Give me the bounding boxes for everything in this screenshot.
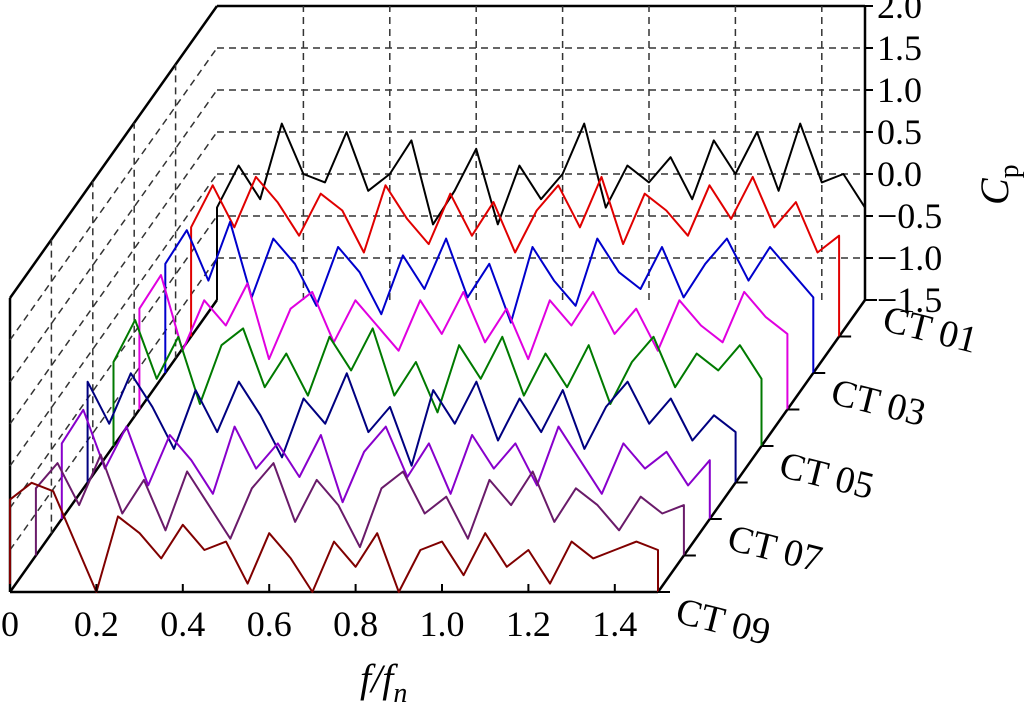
cp-tick-labels: 2.01.51.00.50.0−0.5−1.0−1.5 (865, 0, 942, 320)
series-tick-label: CT 07 (724, 517, 827, 581)
cp-axis-title-subscript: p (994, 164, 1024, 178)
x-tick-label: 1.0 (420, 604, 465, 644)
series-tick-label: CT 03 (827, 371, 930, 435)
frame-left-top (8, 5, 219, 299)
cp-axis-title: Cp (972, 164, 1024, 205)
grid-line-left (9, 47, 218, 341)
cp-tick-label: 2.0 (877, 0, 922, 26)
series-line-ct03 (164, 220, 815, 373)
cp-tick-label: −1.5 (877, 280, 942, 320)
x-tick-label: 0.4 (160, 604, 205, 644)
series-line-ct07 (60, 408, 711, 519)
x-tick-label: 0.2 (74, 604, 119, 644)
cp-tick-label: 1.5 (877, 28, 922, 68)
grid-line-left (9, 89, 218, 383)
x-tick-labels: 0 0.2 0.4 0.6 0.8 1.0 1.2 1.4 (1, 584, 637, 644)
x-tick-label: 1.4 (592, 604, 637, 644)
series-line-ct08 (34, 453, 685, 556)
x-tick-label: 1.2 (506, 604, 551, 644)
x-tick-label: 0 (1, 604, 19, 644)
cp-tick-label: 0.5 (877, 112, 922, 152)
series-tick-label: CT 09 (672, 590, 775, 654)
series-tick-label: CT 01 (879, 298, 982, 362)
series-layer (9, 122, 877, 593)
series-line-ct01 (216, 122, 866, 300)
x-axis-title-subscript: n (393, 678, 407, 708)
series-line-ct02 (190, 175, 841, 337)
cp-tick-label: 0.0 (877, 154, 922, 194)
chart-grid (9, 6, 865, 551)
series-tick-label: CT 05 (775, 444, 878, 508)
x-tick-label: 0.6 (247, 604, 292, 644)
series-line-ct04 (138, 274, 789, 410)
x-tick-label: 0.8 (333, 604, 378, 644)
series-line-ct09 (9, 481, 659, 593)
cp-tick-label: 1.0 (877, 70, 922, 110)
cp-tick-label: −1.0 (877, 238, 942, 278)
cp-tick-label: −0.5 (877, 196, 942, 236)
x-axis-title: f/fn (360, 656, 407, 708)
series-line-ct05 (112, 319, 763, 446)
series-line-ct06 (86, 372, 737, 483)
series-tick-labels: CT 01 CT 03 CT 05 CT 07 CT 09 (672, 298, 982, 654)
